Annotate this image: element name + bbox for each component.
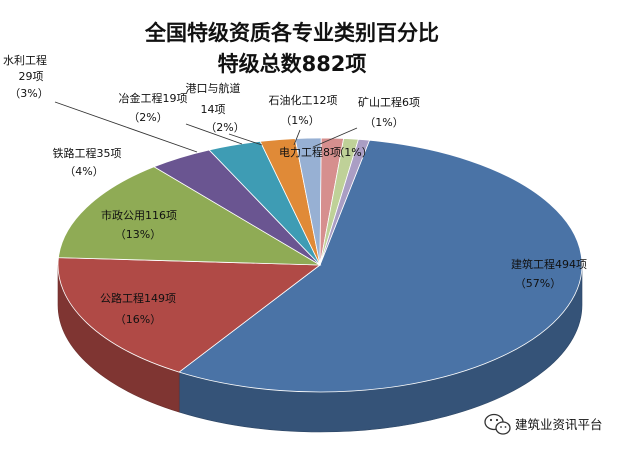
data-label: 水利工程 xyxy=(3,54,47,67)
data-label: 市政公用116项 xyxy=(101,208,177,222)
watermark: 建筑业资讯平台 xyxy=(484,413,603,435)
wechat-icon xyxy=(484,413,511,435)
leader-lines xyxy=(54,101,358,153)
data-label: （57%） xyxy=(515,277,561,290)
data-label: 港口与航道 xyxy=(186,81,241,95)
data-label: （16%） xyxy=(115,313,161,326)
watermark-text: 建筑业资讯平台 xyxy=(515,417,603,432)
chart-subtitle: 特级总数882项 xyxy=(218,52,367,76)
leader-line xyxy=(312,127,358,148)
data-label: 电力工程8项 xyxy=(279,146,341,159)
pie-slice xyxy=(178,139,583,393)
data-label: （4%） xyxy=(64,165,103,178)
data-label: （1%） xyxy=(280,114,319,127)
data-label: （3%） xyxy=(9,87,48,100)
data-label: （13%） xyxy=(115,228,161,241)
data-label: 14项 xyxy=(201,103,226,116)
data-label: （1%） xyxy=(333,146,372,159)
pie-slice xyxy=(57,257,322,373)
data-label: 冶金工程19项 xyxy=(119,91,188,105)
leader-line xyxy=(228,133,263,146)
data-label: （2%） xyxy=(128,111,167,124)
data-label: 铁路工程35项 xyxy=(53,147,122,160)
data-label: 公路工程149项 xyxy=(100,292,176,305)
leader-line xyxy=(54,101,198,153)
chart-title: 全国特级资质各专业类别百分比 xyxy=(144,21,439,45)
data-labels: 建筑工程494项 （57%） 公路工程149项 （16%） 市政公用116项 （13%） 铁… xyxy=(3,54,587,326)
leader-line xyxy=(293,129,301,146)
data-label: （1%） xyxy=(364,116,403,129)
pie-slice xyxy=(319,138,371,266)
data-label: （2%） xyxy=(205,121,244,134)
pie-tops xyxy=(57,137,583,393)
leader-line xyxy=(185,123,243,145)
data-label: 建筑工程494项 xyxy=(511,257,587,271)
data-label: 矿山工程6项 xyxy=(358,96,420,109)
pie-slice xyxy=(57,166,322,266)
data-label: 石油化工12项 xyxy=(269,93,338,107)
data-label: 29项 xyxy=(19,70,44,83)
